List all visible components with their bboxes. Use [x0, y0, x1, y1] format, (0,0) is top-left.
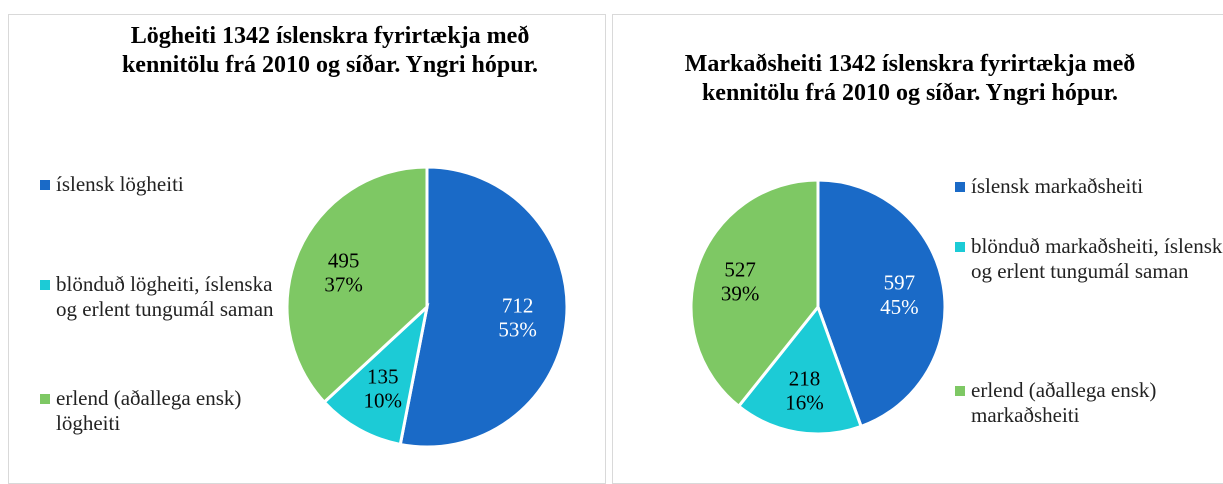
data-label-percent: 53% — [498, 318, 537, 342]
legend-label: blönduð lögheiti, íslenska og erlent tun… — [56, 272, 274, 321]
data-label: 495 37% — [324, 248, 363, 296]
legend-label: íslensk markaðsheiti — [971, 174, 1144, 198]
legend-swatch — [40, 180, 50, 190]
data-label: 218 16% — [785, 366, 824, 414]
legend-swatch — [955, 242, 965, 252]
data-label: 527 39% — [721, 258, 760, 306]
data-label: 597 45% — [880, 271, 919, 319]
legend-item: erlend (aðallega ensk) markaðsheiti — [955, 378, 1223, 428]
data-label-value: 495 — [328, 248, 360, 272]
data-label: 712 53% — [498, 294, 537, 342]
legend-swatch — [40, 280, 50, 290]
charts: 712 53% 135 10% 495 37% 597 45% 218 16% 527 39% — [285, 165, 947, 449]
chart-title: Markaðsheiti 1342 íslenskra fyrirtækja m… — [684, 51, 1136, 106]
pie-slice — [689, 178, 820, 409]
data-label-value: 527 — [724, 258, 756, 282]
data-label-value: 135 — [367, 364, 399, 388]
legend-label: íslensk lögheiti — [56, 172, 184, 196]
data-label-value: 218 — [789, 366, 821, 390]
chart-title: Lögheiti 1342 íslenskra fyrirtækja með k… — [121, 23, 539, 78]
page: {"chart_data": [ {"type": "pie", "title"… — [8, 14, 1223, 484]
data-label-value: 712 — [502, 294, 534, 318]
legend-item: íslensk markaðsheiti — [955, 174, 1223, 199]
pie-slice — [285, 165, 429, 405]
legend-swatch — [955, 182, 965, 192]
pie-slice — [398, 165, 569, 449]
data-label-percent: 10% — [363, 389, 402, 413]
pie-slice — [816, 178, 947, 429]
data-label-percent: 16% — [785, 390, 824, 414]
data-label-percent: 39% — [721, 282, 760, 306]
legend-item: blönduð markaðsheiti, íslenska og erlent… — [955, 234, 1223, 284]
legend-swatch — [40, 394, 50, 404]
legend-item: íslensk lögheiti — [40, 172, 286, 197]
pie-slice — [322, 302, 430, 447]
pie-slice — [736, 303, 864, 436]
legend-label: erlend (aðallega ensk) markaðsheiti — [971, 378, 1157, 427]
data-label-value: 597 — [884, 271, 916, 295]
data-label-percent: 37% — [324, 273, 363, 297]
legend-label: blönduð markaðsheiti, íslenska og erlent… — [971, 234, 1223, 283]
legend-label: erlend (aðallega ensk) lögheiti — [56, 386, 242, 435]
data-label-percent: 45% — [880, 295, 919, 319]
legend-item: erlend (aðallega ensk) lögheiti — [40, 386, 286, 436]
data-label: 135 10% — [363, 364, 402, 412]
legend-item: blönduð lögheiti, íslenska og erlent tun… — [40, 272, 286, 322]
legend-swatch — [955, 386, 965, 396]
